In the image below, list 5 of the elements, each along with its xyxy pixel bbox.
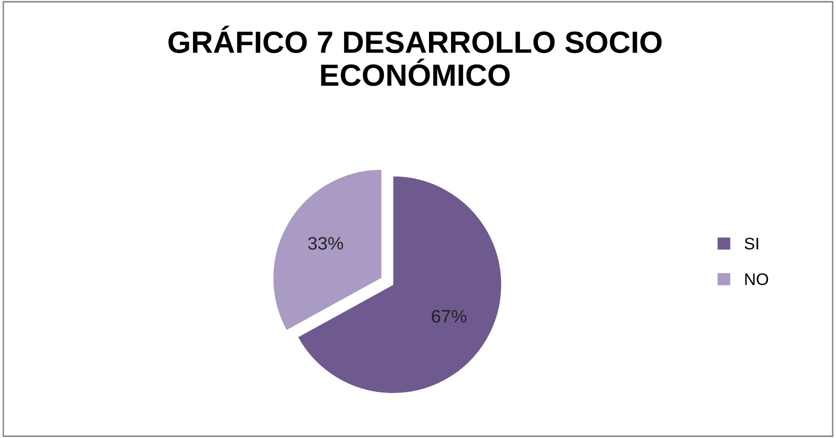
legend-label: SI — [744, 238, 758, 250]
data-label: 67% — [432, 310, 466, 323]
chart-title: GRÁFICO 7 DESARROLLO SOCIO ECONÓMICO — [168, 26, 662, 86]
legend-label: NO — [745, 273, 768, 286]
data-label: 33% — [308, 236, 344, 250]
